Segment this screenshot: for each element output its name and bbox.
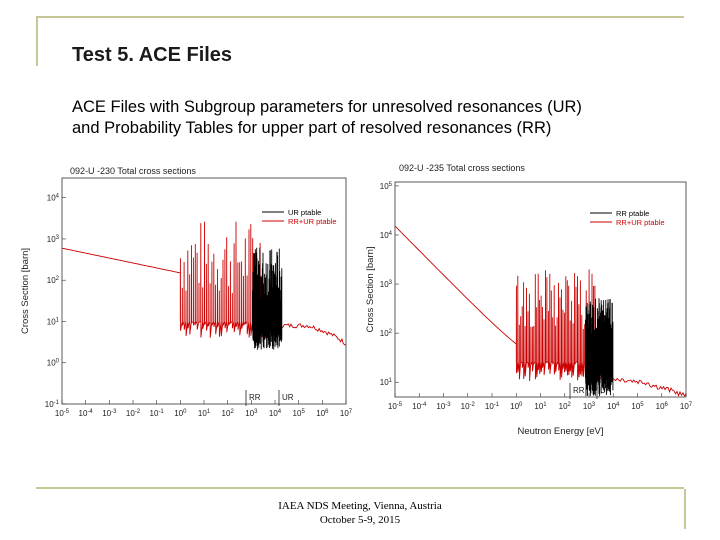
right-x-tick-label: 106 xyxy=(656,402,669,411)
left-x-tick-label: 10-1 xyxy=(150,409,165,418)
slide-title: Test 5. ACE Files xyxy=(72,44,233,66)
left-series-black-band xyxy=(252,247,283,350)
left-y-tick-label: 101 xyxy=(47,317,60,326)
right-y-tick-label: 102 xyxy=(380,329,393,338)
left-x-tick-label: 103 xyxy=(245,409,258,418)
left-x-tick-label: 107 xyxy=(340,409,353,418)
right-x-axis-label: Neutron Energy [eV] xyxy=(517,426,603,437)
right-region-label-rr: RR xyxy=(573,386,585,395)
left-legend-label: RR+UR ptable xyxy=(288,217,337,226)
right-x-tick-label: 104 xyxy=(607,402,620,411)
right-y-tick-label: 104 xyxy=(380,231,393,240)
subtitle-line-1: ACE Files with Subgroup parameters for u… xyxy=(72,98,582,116)
left-y-tick-label: 100 xyxy=(47,359,60,368)
left-y-tick-label: 10-1 xyxy=(45,400,60,409)
left-x-tick-label: 104 xyxy=(269,409,282,418)
decorative-left-rule xyxy=(36,18,38,66)
left-x-tick-label: 106 xyxy=(316,409,329,418)
right-series-red-line xyxy=(394,225,687,397)
left-y-tick-label: 104 xyxy=(47,194,60,203)
left-x-tick-label: 102 xyxy=(222,409,235,418)
right-x-tick-label: 107 xyxy=(680,402,693,411)
right-y-axis-label: Cross Section [barn] xyxy=(365,246,376,332)
right-y-tick-label: 105 xyxy=(380,182,393,191)
left-x-tick-label: 10-5 xyxy=(55,409,70,418)
right-x-tick-label: 10-3 xyxy=(436,402,451,411)
right-x-tick-label: 10-5 xyxy=(388,402,403,411)
right-x-tick-label: 103 xyxy=(583,402,596,411)
right-y-tick-label: 103 xyxy=(380,280,393,289)
left-region-label-rr: RR xyxy=(249,393,261,402)
right-x-tick-label: 10-2 xyxy=(461,402,476,411)
footer-line-1: IAEA NDS Meeting, Vienna, Austria xyxy=(278,500,442,512)
right-x-tick-label: 10-4 xyxy=(412,402,427,411)
left-y-tick-label: 102 xyxy=(47,276,60,285)
decorative-right-rule xyxy=(684,489,686,529)
right-x-tick-label: 102 xyxy=(559,402,572,411)
decorative-bottom-rule xyxy=(36,487,684,489)
right-chart-title: 092-U -235 Total cross sections xyxy=(399,163,525,173)
right-x-tick-label: 10-1 xyxy=(485,402,500,411)
left-x-tick-label: 10-3 xyxy=(102,409,117,418)
subtitle-line-2: and Probability Tables for upper part of… xyxy=(72,119,552,137)
decorative-top-rule xyxy=(36,16,684,18)
right-y-tick-label: 101 xyxy=(380,378,393,387)
left-x-tick-label: 105 xyxy=(293,409,306,418)
slide-subtitle: ACE Files with Subgroup parameters for u… xyxy=(72,97,692,139)
left-x-tick-label: 100 xyxy=(174,409,187,418)
left-x-tick-label: 101 xyxy=(198,409,211,418)
right-x-tick-label: 105 xyxy=(631,402,644,411)
right-legend-label: RR ptable xyxy=(616,209,649,218)
footer-line-2: October 5-9, 2015 xyxy=(319,514,401,526)
left-y-tick-label: 103 xyxy=(47,235,60,244)
left-x-tick-label: 10-2 xyxy=(126,409,141,418)
left-chart-title: 092-U -230 Total cross sections xyxy=(70,166,196,176)
left-x-tick-label: 10-4 xyxy=(79,409,94,418)
right-legend-label: RR+UR ptable xyxy=(616,218,665,227)
right-x-tick-label: 101 xyxy=(534,402,547,411)
footer: IAEA NDS Meeting, Vienna, Austria Octobe… xyxy=(0,499,720,527)
left-legend-label: UR ptable xyxy=(288,208,321,217)
left-region-label-ur: UR xyxy=(282,393,294,402)
right-series-black-band xyxy=(584,298,614,397)
right-x-tick-label: 100 xyxy=(510,402,523,411)
left-y-axis-label: Cross Section [barn] xyxy=(20,248,31,334)
right-region-label-ur: UR xyxy=(600,386,612,395)
